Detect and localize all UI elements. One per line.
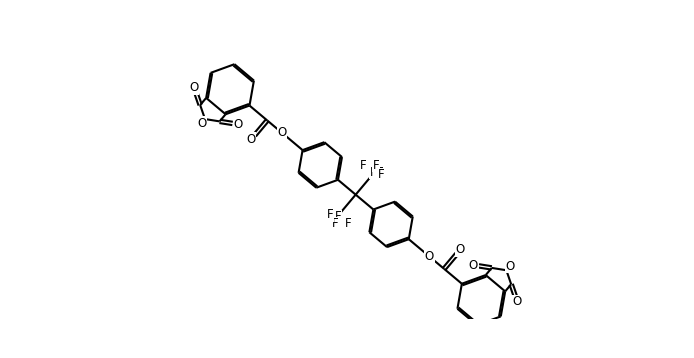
Text: F: F bbox=[332, 217, 339, 231]
Text: F: F bbox=[344, 217, 351, 231]
Text: O: O bbox=[278, 126, 287, 139]
Text: O: O bbox=[197, 117, 206, 130]
Text: O: O bbox=[513, 295, 522, 308]
Text: F: F bbox=[361, 160, 368, 173]
Text: O: O bbox=[189, 81, 198, 94]
Text: F: F bbox=[378, 168, 384, 181]
Text: O: O bbox=[233, 118, 242, 131]
Text: F: F bbox=[360, 159, 367, 172]
Text: F: F bbox=[335, 211, 342, 223]
Text: O: O bbox=[246, 133, 255, 146]
Text: F: F bbox=[369, 166, 376, 179]
Text: O: O bbox=[456, 243, 465, 256]
Text: O: O bbox=[425, 250, 434, 263]
Text: O: O bbox=[469, 258, 478, 271]
Text: F: F bbox=[376, 166, 383, 179]
Text: F: F bbox=[373, 159, 379, 172]
Text: F: F bbox=[328, 211, 335, 223]
Text: O: O bbox=[505, 260, 514, 272]
Text: F: F bbox=[344, 217, 350, 229]
Text: F: F bbox=[327, 208, 333, 221]
